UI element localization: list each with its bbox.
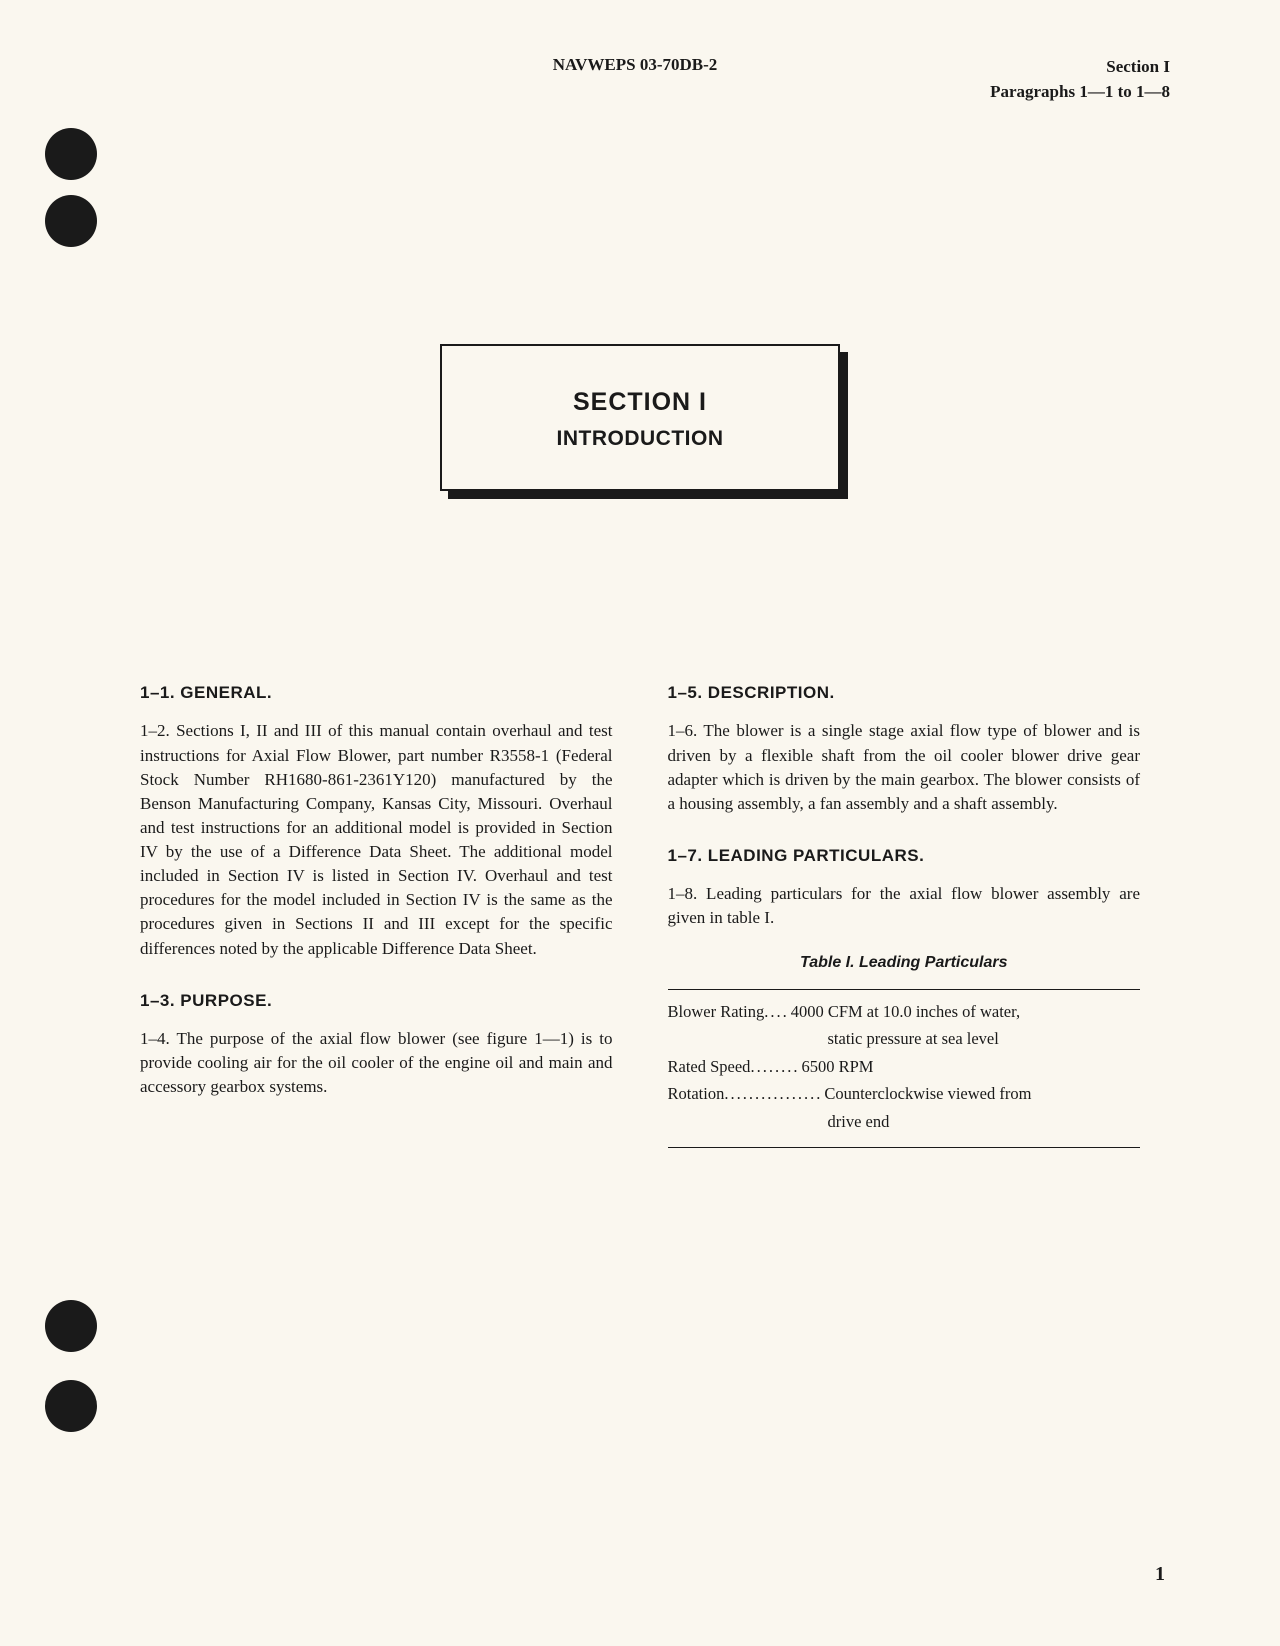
table-value-continuation: static pressure at sea level — [668, 1027, 1141, 1050]
table-row: Blower Rating .... 4000 CFM at 10.0 inch… — [668, 1000, 1141, 1051]
table-row: Rated Speed ........ 6500 RPM — [668, 1055, 1141, 1078]
heading-description: 1–5. DESCRIPTION. — [668, 681, 1141, 705]
leading-particulars-table: Blower Rating .... 4000 CFM at 10.0 inch… — [668, 989, 1141, 1148]
table-label: Blower Rating — [668, 1000, 765, 1023]
paragraph-1-4: 1–4. The purpose of the axial flow blowe… — [140, 1027, 613, 1099]
paragraph-1-2: 1–2. Sections I, II and III of this manu… — [140, 719, 613, 960]
paragraph-1-8: 1–8. Leading particulars for the axial f… — [668, 882, 1141, 930]
table-dots: ........ — [750, 1055, 799, 1078]
section-title: INTRODUCTION — [462, 427, 818, 451]
header-section-info: Section I Paragraphs 1—1 to 1—8 — [990, 55, 1170, 104]
table-dots: ................ — [724, 1082, 822, 1105]
punch-hole — [45, 1380, 97, 1432]
paragraph-1-6: 1–6. The blower is a single stage axial … — [668, 719, 1141, 816]
header-doc-id: NAVWEPS 03-70DB-2 — [110, 55, 990, 75]
table-row: Rotation ................ Counterclockwi… — [668, 1082, 1141, 1133]
heading-general: 1–1. GENERAL. — [140, 681, 613, 705]
table-value-continuation: drive end — [668, 1110, 1141, 1133]
table-value: 6500 RPM — [799, 1055, 1140, 1078]
page-number: 1 — [1155, 1563, 1165, 1586]
title-box-content: SECTION I INTRODUCTION — [440, 344, 840, 491]
section-number: SECTION I — [462, 388, 818, 417]
page-header: NAVWEPS 03-70DB-2 Section I Paragraphs 1… — [110, 55, 1170, 104]
table-label: Rotation — [668, 1082, 725, 1105]
right-column: 1–5. DESCRIPTION. 1–6. The blower is a s… — [668, 681, 1141, 1148]
content-columns: 1–1. GENERAL. 1–2. Sections I, II and II… — [110, 681, 1170, 1148]
heading-leading-particulars: 1–7. LEADING PARTICULARS. — [668, 844, 1141, 868]
table-title: Table I. Leading Particulars — [668, 952, 1141, 975]
left-column: 1–1. GENERAL. 1–2. Sections I, II and II… — [140, 681, 613, 1148]
document-page: NAVWEPS 03-70DB-2 Section I Paragraphs 1… — [0, 0, 1280, 1646]
heading-purpose: 1–3. PURPOSE. — [140, 989, 613, 1013]
section-title-box: SECTION I INTRODUCTION — [440, 344, 840, 491]
punch-hole — [45, 128, 97, 180]
header-section: Section I — [990, 55, 1170, 80]
table-dots: .... — [764, 1000, 789, 1023]
table-label: Rated Speed — [668, 1055, 751, 1078]
punch-hole — [45, 195, 97, 247]
punch-hole — [45, 1300, 97, 1352]
table-value: 4000 CFM at 10.0 inches of water, — [789, 1000, 1140, 1023]
table-value: Counterclockwise viewed from — [822, 1082, 1140, 1105]
header-paragraphs: Paragraphs 1—1 to 1—8 — [990, 80, 1170, 105]
